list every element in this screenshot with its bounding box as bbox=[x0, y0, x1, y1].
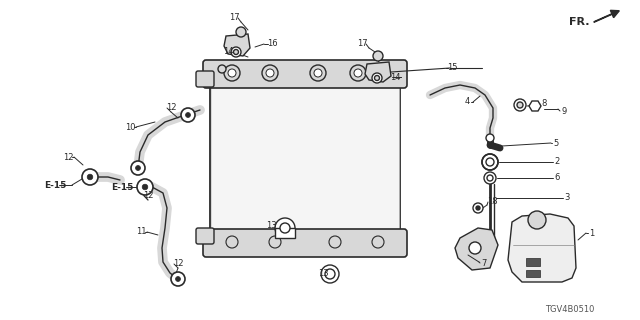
Text: 13: 13 bbox=[317, 268, 328, 277]
Circle shape bbox=[476, 206, 480, 210]
Text: 16: 16 bbox=[267, 39, 277, 49]
Text: 17: 17 bbox=[228, 13, 239, 22]
Circle shape bbox=[87, 174, 93, 180]
Text: 1: 1 bbox=[589, 228, 595, 237]
Text: 15: 15 bbox=[447, 63, 457, 73]
Bar bbox=[211, 84, 399, 233]
Circle shape bbox=[228, 69, 236, 77]
Circle shape bbox=[275, 218, 295, 238]
Polygon shape bbox=[508, 214, 576, 282]
Text: 8: 8 bbox=[541, 100, 547, 108]
Circle shape bbox=[224, 65, 240, 81]
Polygon shape bbox=[224, 34, 250, 56]
Circle shape bbox=[82, 169, 98, 185]
Bar bbox=[526, 258, 540, 266]
Text: 9: 9 bbox=[561, 107, 566, 116]
Text: 6: 6 bbox=[554, 173, 560, 182]
Text: 7: 7 bbox=[481, 259, 486, 268]
FancyArrow shape bbox=[594, 10, 620, 22]
Text: 14: 14 bbox=[223, 47, 233, 57]
Circle shape bbox=[175, 276, 180, 282]
Text: 13: 13 bbox=[266, 221, 276, 230]
Text: 4: 4 bbox=[465, 98, 470, 107]
Polygon shape bbox=[365, 62, 391, 82]
Circle shape bbox=[325, 269, 335, 279]
Circle shape bbox=[372, 73, 382, 83]
Text: 17: 17 bbox=[356, 39, 367, 49]
Circle shape bbox=[142, 184, 148, 190]
Text: 11: 11 bbox=[136, 228, 147, 236]
Circle shape bbox=[226, 236, 238, 248]
Circle shape bbox=[310, 65, 326, 81]
Circle shape bbox=[486, 158, 494, 166]
Text: TGV4B0510: TGV4B0510 bbox=[545, 306, 595, 315]
Circle shape bbox=[314, 69, 322, 77]
Circle shape bbox=[171, 272, 185, 286]
Circle shape bbox=[231, 47, 241, 57]
Circle shape bbox=[218, 65, 226, 73]
Text: 2: 2 bbox=[554, 157, 559, 166]
Text: 5: 5 bbox=[554, 139, 559, 148]
FancyBboxPatch shape bbox=[203, 229, 407, 257]
Bar bbox=[275, 228, 295, 238]
Text: E-15: E-15 bbox=[111, 182, 133, 191]
Circle shape bbox=[372, 236, 384, 248]
Text: 12: 12 bbox=[143, 191, 153, 201]
Text: 14: 14 bbox=[390, 73, 400, 82]
Circle shape bbox=[350, 65, 366, 81]
Circle shape bbox=[234, 50, 239, 54]
Circle shape bbox=[321, 265, 339, 283]
Circle shape bbox=[262, 65, 278, 81]
Circle shape bbox=[181, 108, 195, 122]
Text: 12: 12 bbox=[63, 153, 73, 162]
FancyBboxPatch shape bbox=[196, 71, 214, 87]
Circle shape bbox=[266, 69, 274, 77]
Circle shape bbox=[528, 211, 546, 229]
Circle shape bbox=[469, 242, 481, 254]
Circle shape bbox=[137, 179, 153, 195]
Bar bbox=[526, 270, 540, 277]
Circle shape bbox=[487, 175, 493, 181]
Polygon shape bbox=[455, 228, 498, 270]
Bar bbox=[210, 65, 400, 250]
Text: 18: 18 bbox=[486, 197, 497, 206]
Text: FR.: FR. bbox=[570, 17, 590, 27]
Text: 12: 12 bbox=[166, 103, 176, 113]
Text: E-15: E-15 bbox=[44, 180, 66, 189]
Text: 10: 10 bbox=[125, 123, 135, 132]
Circle shape bbox=[354, 69, 362, 77]
Circle shape bbox=[484, 172, 496, 184]
FancyBboxPatch shape bbox=[203, 60, 407, 88]
Circle shape bbox=[280, 223, 290, 233]
Circle shape bbox=[131, 161, 145, 175]
Text: 12: 12 bbox=[173, 260, 183, 268]
Circle shape bbox=[329, 236, 341, 248]
Circle shape bbox=[514, 99, 526, 111]
Circle shape bbox=[482, 154, 498, 170]
Circle shape bbox=[517, 102, 523, 108]
Text: 3: 3 bbox=[564, 194, 570, 203]
Circle shape bbox=[374, 76, 380, 81]
Circle shape bbox=[473, 203, 483, 213]
Circle shape bbox=[486, 134, 494, 142]
Circle shape bbox=[269, 236, 281, 248]
Circle shape bbox=[136, 165, 140, 171]
Circle shape bbox=[186, 113, 191, 117]
Circle shape bbox=[236, 27, 246, 37]
FancyBboxPatch shape bbox=[196, 228, 214, 244]
Circle shape bbox=[373, 51, 383, 61]
Polygon shape bbox=[529, 101, 541, 111]
